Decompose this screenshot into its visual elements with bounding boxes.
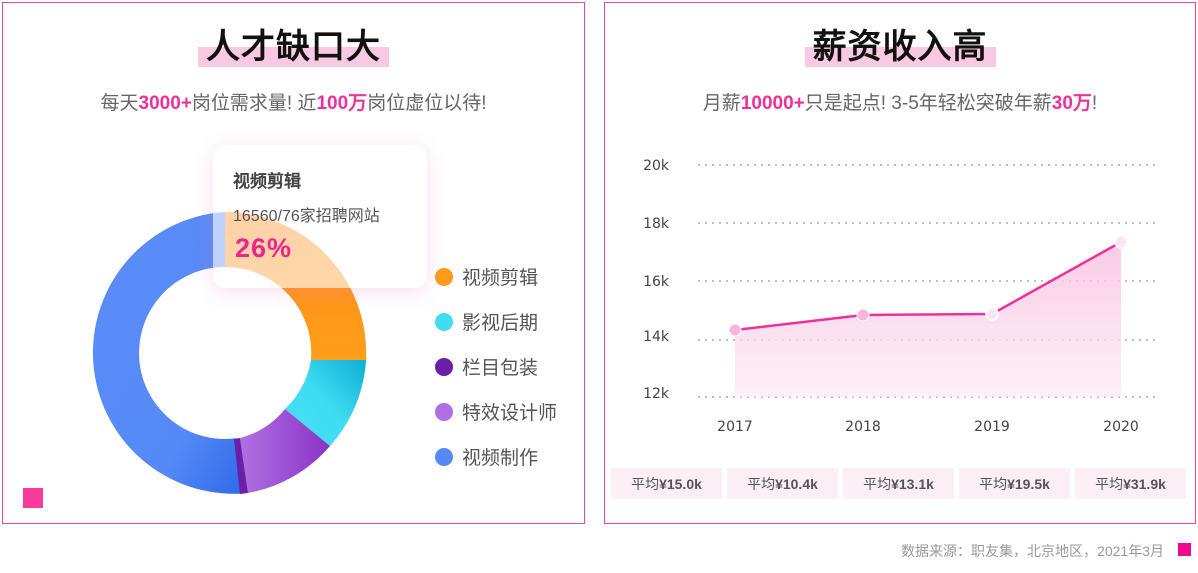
panel-title: 人才缺口大 xyxy=(198,25,389,69)
decorative-square-icon xyxy=(1178,543,1191,556)
title-highlight xyxy=(804,47,996,67)
highlight-number: 30万 xyxy=(1051,93,1092,114)
legend-dot-icon xyxy=(435,447,453,466)
salary-line xyxy=(734,240,1122,332)
salary-line-chart: 20k 18k 16k 14k 12k 2017 2018 2019 2020 xyxy=(643,158,1157,435)
average-salary-box: 平均 ¥31.9k xyxy=(1075,468,1186,499)
legend-item-video-production[interactable]: 视频制作 xyxy=(435,434,557,479)
average-salary-box: 平均 ¥10.4k xyxy=(727,468,838,499)
data-point[interactable] xyxy=(856,308,870,322)
chart-legend: 视频剪辑 影视后期 栏目包装 特效设计师 视频制作 xyxy=(435,254,557,479)
area-fill xyxy=(735,242,1121,397)
legend-item-vfx-designer[interactable]: 特效设计师 xyxy=(435,389,557,434)
svg-text:16k: 16k xyxy=(643,274,670,290)
data-point[interactable] xyxy=(728,323,742,337)
panel-subtitle: 每天3000+岗位需求量! 近100万岗位虚位以待! xyxy=(100,93,487,114)
legend-item-post-production[interactable]: 影视后期 xyxy=(435,299,557,344)
tooltip-title: 视频剪辑 xyxy=(233,172,301,191)
legend-dot-icon xyxy=(435,312,453,331)
legend-item-video-editing[interactable]: 视频剪辑 xyxy=(435,254,557,299)
svg-text:2018: 2018 xyxy=(845,419,881,435)
segment-vfx-designer[interactable] xyxy=(240,409,330,493)
legend-dot-icon xyxy=(435,402,453,421)
legend-dot-icon xyxy=(435,267,453,286)
svg-text:2017: 2017 xyxy=(717,419,753,435)
panel-title: 薪资收入高 xyxy=(804,25,996,69)
segment-video-production[interactable] xyxy=(92,212,243,494)
highlight-number: 100万 xyxy=(316,93,368,114)
tooltip-detail: 16560/76家招聘网站 xyxy=(233,208,380,225)
panel-subtitle: 月薪10000+只是起点! 3-5年轻松突破年薪30万! xyxy=(702,93,1098,114)
svg-text:2020: 2020 xyxy=(1103,419,1139,435)
svg-text:12k: 12k xyxy=(643,386,670,402)
x-axis-ticks: 2017 2018 2019 2020 xyxy=(717,419,1139,435)
y-axis-ticks: 20k 18k 16k 14k 12k xyxy=(643,158,670,402)
segment-column-packaging[interactable] xyxy=(234,438,248,494)
legend-dot-icon xyxy=(435,357,453,376)
svg-text:2019: 2019 xyxy=(974,419,1010,435)
data-point[interactable] xyxy=(985,307,999,321)
average-salary-row: 平均 ¥15.0k 平均 ¥10.4k 平均 ¥13.1k 平均 ¥19.5k 平均 ¥3… xyxy=(611,468,1186,499)
decorative-square-icon xyxy=(23,488,43,508)
average-salary-box: 平均 ¥15.0k xyxy=(611,468,722,499)
svg-text:18k: 18k xyxy=(643,216,670,232)
salary-panel: 薪资收入高 月薪10000+只是起点! 3-5年轻松突破年薪30万! 20k 1… xyxy=(604,2,1196,524)
svg-text:20k: 20k xyxy=(643,158,670,174)
segment-post-production[interactable] xyxy=(285,360,366,446)
average-salary-box: 平均 ¥19.5k xyxy=(959,468,1070,499)
data-point[interactable] xyxy=(1114,235,1128,249)
talent-gap-panel: 人才缺口大 每天3000+岗位需求量! 近100万岗位虚位以待! xyxy=(2,2,585,524)
legend-item-column-packaging[interactable]: 栏目包装 xyxy=(435,344,557,389)
tooltip-percent: 26% xyxy=(235,233,293,263)
chart-tooltip: 视频剪辑 16560/76家招聘网站 26% xyxy=(213,145,427,288)
title-highlight xyxy=(198,47,389,67)
average-salary-box: 平均 ¥13.1k xyxy=(843,468,954,499)
data-source-note: 数据来源：职友集，北京地区，2021年3月 xyxy=(901,543,1164,559)
highlight-number: 10000+ xyxy=(740,93,805,114)
highlight-number: 3000+ xyxy=(138,93,192,114)
svg-text:14k: 14k xyxy=(643,329,670,345)
